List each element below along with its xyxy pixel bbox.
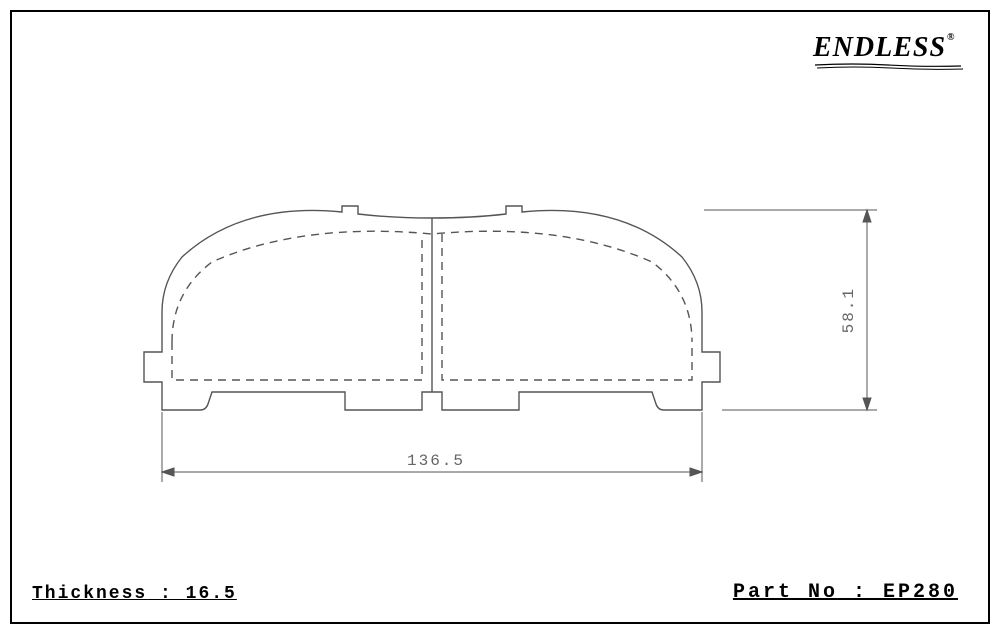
thickness-value: 16.5 xyxy=(186,584,237,604)
colon-sep: : xyxy=(853,581,883,604)
colon-sep: : xyxy=(160,584,186,604)
part-number-readout: Part No : EP280 xyxy=(733,581,958,604)
height-dim-label: 58.1 xyxy=(840,287,858,333)
part-no-label: Part No xyxy=(733,581,838,604)
thickness-readout: Thickness : 16.5 xyxy=(32,584,237,604)
drawing-frame: ENDLESS® xyxy=(10,10,990,624)
thickness-label: Thickness xyxy=(32,584,147,604)
width-dimension xyxy=(162,412,702,482)
width-dim-label: 136.5 xyxy=(407,452,465,470)
part-no-value: EP280 xyxy=(883,581,958,604)
